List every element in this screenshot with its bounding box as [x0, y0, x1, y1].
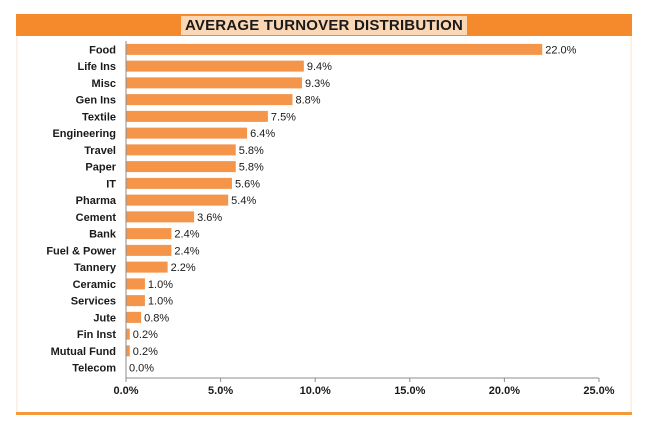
bar-engineering [126, 127, 248, 139]
bar-chart: Food 22.0% Life Ins 9.4% Misc 9.3% Gen Ins 8.8%… [46, 41, 615, 397]
value-label-bank: 2.4% [174, 229, 199, 241]
bar-it [126, 177, 232, 189]
bar-food [126, 43, 543, 55]
bar-ceramic [126, 278, 145, 290]
category-label-fuel-power: Fuel & Power [46, 245, 116, 257]
value-label-food: 22.0% [545, 44, 576, 56]
x-tick-label: 10.0% [300, 385, 331, 397]
value-label-life-ins: 9.4% [307, 61, 332, 73]
category-label-bank: Bank [89, 229, 117, 241]
category-label-services: Services [71, 296, 116, 308]
bar-fin-inst [126, 328, 130, 340]
bar-gen-ins [126, 94, 293, 106]
category-label-mutual-fund: Mutual Fund [51, 346, 116, 358]
value-label-paper: 5.8% [239, 162, 264, 174]
bar-bank [126, 228, 172, 240]
bar-textile [126, 110, 268, 122]
category-label-life-ins: Life Ins [77, 61, 116, 73]
value-label-jute: 0.8% [144, 312, 169, 324]
value-label-travel: 5.8% [239, 145, 264, 157]
category-label-food: Food [89, 44, 116, 56]
value-label-cement: 3.6% [197, 212, 222, 224]
bar-life-ins [126, 60, 304, 72]
value-label-textile: 7.5% [271, 111, 296, 123]
category-label-jute: Jute [93, 312, 116, 324]
x-tick-label: 15.0% [394, 385, 425, 397]
title-bar: AVERAGE TURNOVER DISTRIBUTION [16, 14, 632, 36]
value-label-ceramic: 1.0% [148, 279, 173, 291]
bar-cement [126, 211, 195, 223]
bar-jute [126, 311, 142, 323]
category-label-engineering: Engineering [52, 128, 116, 140]
value-label-services: 1.0% [148, 296, 173, 308]
category-label-paper: Paper [85, 162, 116, 174]
bar-services [126, 295, 145, 307]
category-label-fin-inst: Fin Inst [77, 329, 116, 341]
plot-area: Food 22.0% Life Ins 9.4% Misc 9.3% Gen Ins 8.8%… [18, 36, 630, 412]
category-label-cement: Cement [76, 212, 117, 224]
bar-misc [126, 77, 302, 89]
value-label-gen-ins: 8.8% [295, 95, 320, 107]
value-label-it: 5.6% [235, 178, 260, 190]
category-label-ceramic: Ceramic [73, 279, 116, 291]
category-label-pharma: Pharma [76, 195, 117, 207]
bar-travel [126, 144, 236, 156]
value-label-fin-inst: 0.2% [133, 329, 158, 341]
bar-mutual-fund [126, 345, 130, 357]
value-label-fuel-power: 2.4% [174, 245, 199, 257]
bar-fuel-power [126, 244, 172, 256]
x-tick-label: 5.0% [208, 385, 233, 397]
category-label-gen-ins: Gen Ins [76, 95, 116, 107]
value-label-telecom: 0.0% [129, 363, 154, 375]
category-label-it: IT [106, 178, 116, 190]
x-tick-label: 0.0% [113, 385, 138, 397]
bar-pharma [126, 194, 229, 206]
chart-title: AVERAGE TURNOVER DISTRIBUTION [180, 15, 468, 35]
x-tick-label: 20.0% [489, 385, 520, 397]
x-tick-label: 25.0% [583, 385, 614, 397]
category-label-textile: Textile [82, 111, 116, 123]
value-label-misc: 9.3% [305, 78, 330, 90]
value-label-mutual-fund: 0.2% [133, 346, 158, 358]
bar-tannery [126, 261, 168, 273]
value-label-engineering: 6.4% [250, 128, 275, 140]
value-label-tannery: 2.2% [171, 262, 196, 274]
value-label-pharma: 5.4% [231, 195, 256, 207]
category-label-telecom: Telecom [72, 363, 116, 375]
category-label-tannery: Tannery [74, 262, 117, 274]
category-label-travel: Travel [84, 145, 116, 157]
category-label-misc: Misc [92, 78, 116, 90]
bar-paper [126, 161, 236, 173]
